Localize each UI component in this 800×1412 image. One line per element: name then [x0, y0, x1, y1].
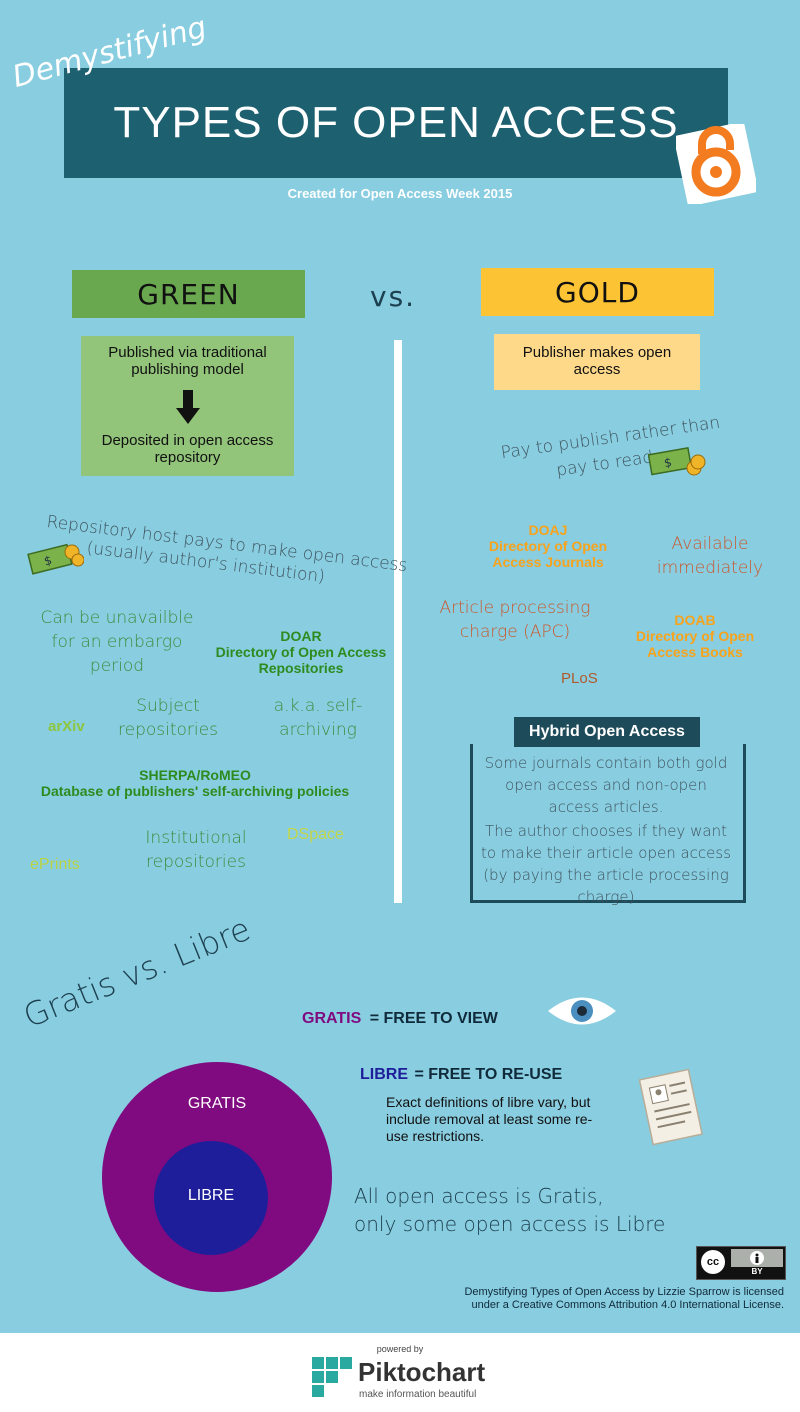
- available-immediately-text: Available immediately: [656, 534, 764, 578]
- vs-label: vs.: [370, 280, 417, 313]
- gold-header: GOLD: [481, 268, 714, 316]
- libre-note: Exact definitions of libre vary, but inc…: [386, 1094, 593, 1144]
- green-process-box: Published via traditional publishing mod…: [81, 336, 294, 476]
- center-divider: [394, 340, 402, 903]
- apc-text: Article processing charge (APC): [439, 598, 591, 642]
- libre-circle-label: LIBRE: [187, 1187, 235, 1204]
- powered-by-text: powered by: [376, 1344, 424, 1354]
- license-line2: under a Creative Commons Attribution 4.0…: [471, 1299, 784, 1311]
- svg-text:$: $: [43, 553, 54, 568]
- cc-icon: cc: [701, 1250, 725, 1274]
- doaj-title: DOAJ: [528, 522, 568, 538]
- libre-definition: LIBRE = FREE TO RE-USE: [360, 1066, 562, 1084]
- open-access-logo-icon: [673, 121, 759, 207]
- hybrid-frame: [470, 744, 746, 903]
- summary-line1: All open access is Gratis,: [354, 1184, 604, 1208]
- title-banner: TYPES OF OPEN ACCESS: [64, 68, 728, 178]
- footer: powered by Piktochart make information b…: [0, 1333, 800, 1412]
- arxiv-text: arXiv: [48, 718, 85, 735]
- plos-text: PLoS: [561, 670, 598, 687]
- gratis-def-text: = FREE TO VIEW: [369, 1010, 498, 1027]
- money-icon: $: [647, 444, 706, 483]
- by-icon-area: [731, 1249, 783, 1267]
- svg-text:$: $: [663, 455, 673, 470]
- gratis-circle-label: GRATIS: [187, 1095, 247, 1112]
- sherpa-full: Database of publishers' self-archiving p…: [40, 783, 350, 799]
- gold-process-box: Publisher makes open access: [494, 334, 700, 390]
- doaj-full: Directory of Open Access Journals: [488, 538, 608, 570]
- sherpa-title: SHERPA/RoMEO: [139, 767, 251, 783]
- libre-circle: [154, 1141, 268, 1255]
- green-box-top-text: Published via traditional publishing mod…: [108, 344, 267, 378]
- gratis-definition: GRATIS = FREE TO VIEW: [302, 1010, 498, 1028]
- piktochart-logo-icon[interactable]: [312, 1357, 352, 1404]
- aka-self-archiving-text: a.k.a. self-archiving: [273, 696, 363, 740]
- by-label: BY: [751, 1267, 763, 1276]
- money-icon-green: $: [26, 540, 85, 583]
- green-box-bottom-text: Deposited in open access repository: [101, 432, 274, 466]
- piktochart-tagline: make information beautiful: [359, 1389, 477, 1400]
- embargo-text: Can be unavailble for an embargo period: [40, 608, 194, 676]
- arrow-down-icon: [176, 390, 200, 429]
- gold-box-text: Publisher makes open access: [522, 344, 672, 378]
- gratis-vs-libre-heading: Gratis vs. Libre: [18, 909, 256, 1036]
- eprints-text: ePrints: [30, 856, 80, 873]
- page-title: TYPES OF OPEN ACCESS: [113, 98, 679, 147]
- institutional-repositories-text: Institutional repositories: [145, 828, 247, 872]
- green-header: GREEN: [72, 270, 305, 318]
- doab-title: DOAB: [674, 612, 716, 628]
- hybrid-paragraph-2: The author chooses if they want to make …: [480, 822, 732, 906]
- dspace-text: DSpace: [287, 826, 344, 843]
- piktochart-brand: Piktochart: [358, 1357, 486, 1387]
- hybrid-title: Hybrid Open Access: [514, 717, 700, 747]
- libre-def-text: = FREE TO RE-USE: [414, 1066, 563, 1083]
- summary-line2: only some open access is Libre: [354, 1212, 666, 1236]
- eye-icon: [546, 990, 618, 1037]
- cc-by-badge[interactable]: cc BY: [696, 1246, 786, 1280]
- subject-repositories-text: Subject repositories: [118, 696, 218, 740]
- hybrid-paragraph-1: Some journals contain both gold open acc…: [484, 754, 728, 816]
- subtitle: Created for Open Access Week 2015: [287, 186, 513, 201]
- document-icon: [636, 1068, 706, 1153]
- doab-full: Directory of Open Access Books: [635, 628, 755, 660]
- license-line1: Demystifying Types of Open Access by Liz…: [464, 1286, 784, 1298]
- doar-title: DOAR: [280, 628, 322, 644]
- libre-word: LIBRE: [360, 1066, 408, 1083]
- doar-full: Directory of Open Access Repositories: [215, 644, 387, 676]
- gratis-word: GRATIS: [302, 1010, 362, 1027]
